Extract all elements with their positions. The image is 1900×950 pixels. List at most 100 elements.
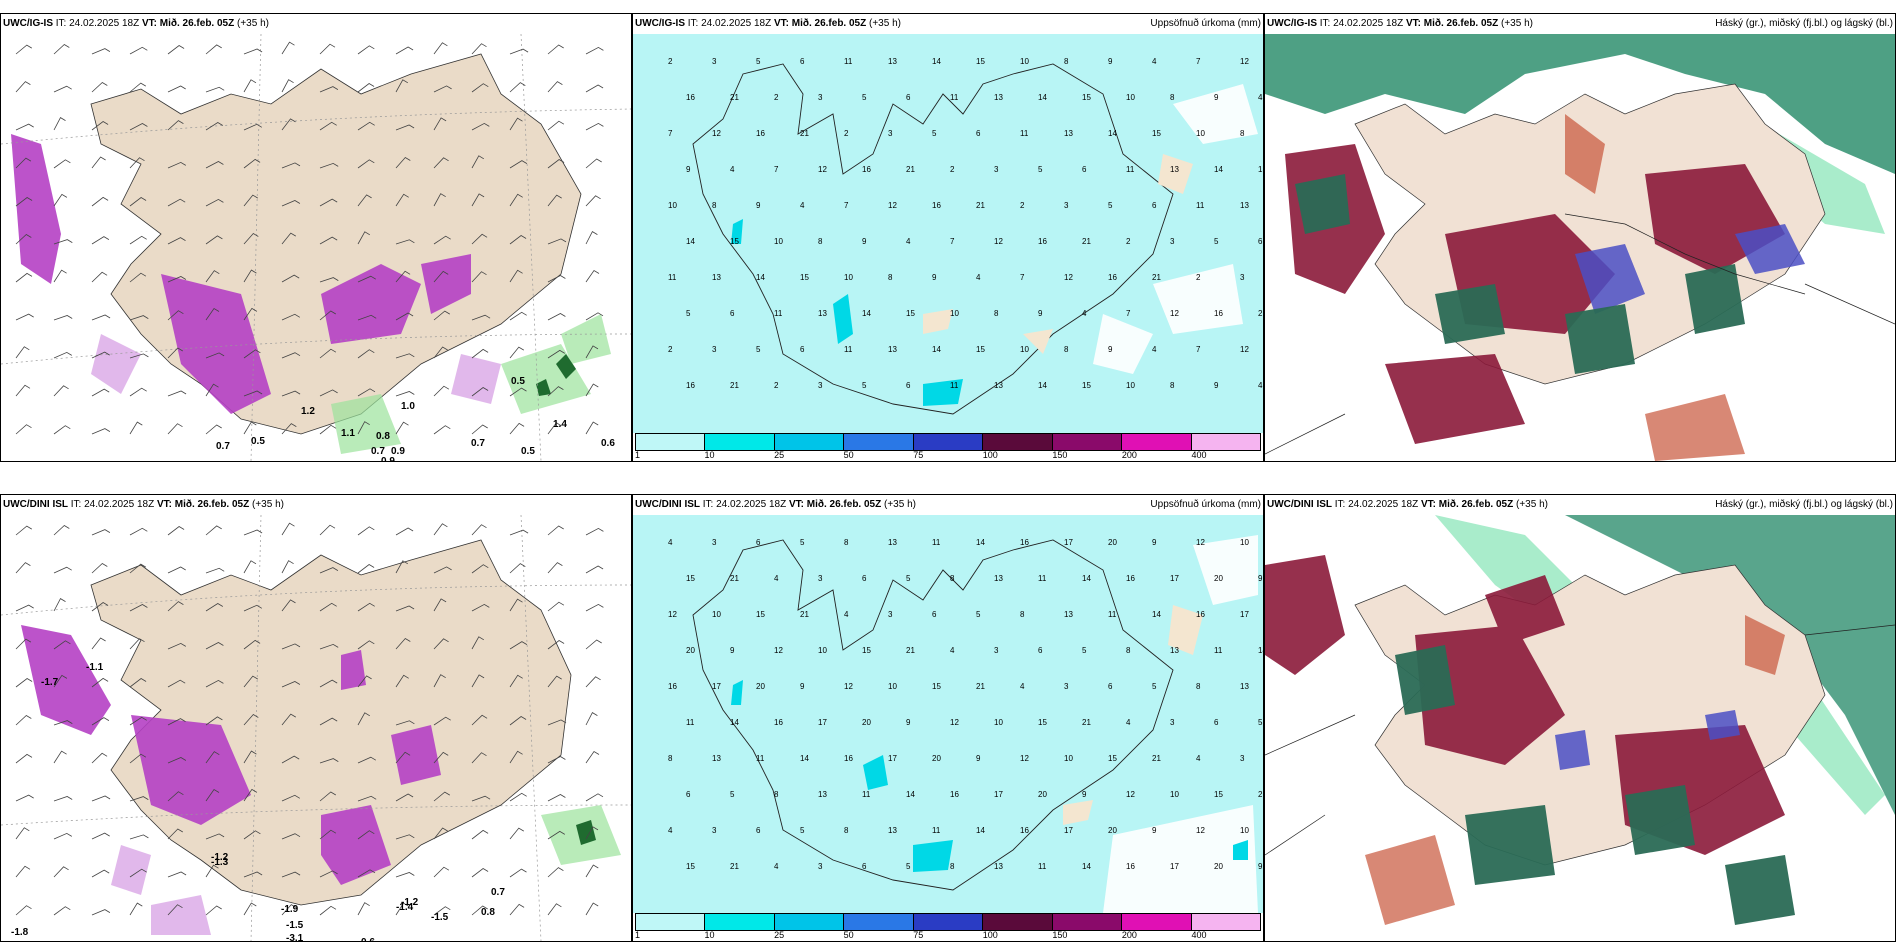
precip-value-label: 21 (730, 862, 739, 871)
colorbar-label: 400 (1191, 450, 1207, 460)
model-label: UWC/IG-IS (1267, 18, 1317, 29)
wind-barb (167, 601, 184, 612)
wind-barb (167, 120, 184, 131)
model-label: UWC/IG-IS (635, 18, 685, 29)
precip-value-label: 3 (712, 538, 717, 547)
precip-value-label: 10 (818, 646, 827, 655)
temp-value-label: -1.5 (431, 912, 449, 923)
wind-barb (585, 639, 602, 650)
wind-barb (547, 81, 563, 93)
colorbar-boxes (635, 433, 1261, 451)
wind-barb (509, 827, 525, 840)
precip-value-label: 3 (818, 862, 823, 871)
wind-barb (547, 903, 562, 916)
colorbar-labels: 1 10 25 50 75 100 150 200 400 (635, 450, 1261, 461)
precip-value-label: 5 (906, 862, 911, 871)
wind-barb (471, 424, 488, 435)
wind-barb (129, 604, 148, 612)
precip-value-label: 16 (668, 682, 677, 691)
wind-barb (91, 795, 111, 802)
precip-value-label: 5 (800, 538, 805, 547)
wind-barb (129, 796, 149, 802)
wind-barb (509, 235, 527, 245)
wind-barb (167, 566, 186, 574)
temp-value-label: 1.4 (553, 419, 567, 430)
precip-value-label: 11 (756, 754, 765, 763)
temp-value-label: -3.1 (286, 933, 304, 941)
white-patches (1093, 84, 1258, 374)
wind-barb (205, 122, 224, 131)
precip-value-label: 16 (686, 381, 695, 390)
precip-value-label: 3 (712, 57, 717, 66)
wind-barb (281, 423, 297, 435)
wind-barb (129, 272, 147, 283)
precip-value-label: 6 (756, 826, 761, 835)
wind-barb (319, 162, 339, 169)
precip-value-label: 5 (1152, 682, 1157, 691)
wind-barb (395, 605, 415, 612)
mid-cloud-blue (1555, 710, 1740, 770)
wind-barb (585, 46, 604, 55)
wind-barb (243, 123, 263, 131)
wind-barb (471, 524, 487, 536)
precip-value-label: 20 (686, 646, 695, 655)
precip-value-label: 9 (976, 754, 981, 763)
temp-value-label: 0.9 (391, 446, 405, 457)
colorbar-box (774, 434, 845, 450)
wind-barb (91, 82, 108, 93)
wind-barb (91, 832, 110, 840)
wind-barb (319, 870, 338, 878)
precip-value-label: 16 (1196, 610, 1205, 619)
precip-value-label: 16 (932, 201, 941, 210)
wind-barb (357, 349, 375, 359)
precip-value-label: 8 (950, 574, 955, 583)
precip-value-label: 14 (932, 57, 941, 66)
wind-barb (167, 45, 185, 55)
precip-value-label: 20 (862, 718, 871, 727)
precip-value-label: 13 (888, 345, 897, 354)
precip-value-label: 10 (1170, 790, 1179, 799)
wind-barb (91, 196, 109, 207)
wind-barb (15, 794, 34, 802)
wind-barb (53, 425, 71, 435)
wind-barb (395, 560, 409, 574)
precip-value-label: 10 (950, 309, 959, 318)
wind-barb (319, 277, 339, 283)
wind-barb (547, 120, 565, 131)
wind-barb (433, 674, 446, 688)
precip-value-label: 9 (1108, 345, 1113, 354)
low-cloud-red (1265, 555, 1785, 855)
wind-barb (585, 269, 600, 283)
precip-value-label: 5 (1258, 718, 1263, 727)
precip-value-label: 5 (1108, 201, 1113, 210)
wind-barb (319, 524, 336, 536)
wind-barb (319, 348, 337, 359)
wind-barb (243, 79, 257, 93)
wind-barb (53, 44, 70, 55)
precip-value-label: 4 (1196, 754, 1201, 763)
temp-value-label: 0.9 (381, 456, 395, 461)
wind-barb (585, 312, 604, 321)
precip-value-label: 9 (800, 682, 805, 691)
precip-value-label: 8 (888, 273, 893, 282)
wind-barb (129, 123, 148, 131)
wind-barb (129, 197, 147, 207)
temp-value-label: 0.7 (491, 887, 505, 898)
wind-barb (509, 716, 527, 726)
precip-value-label: 10 (774, 237, 783, 246)
wind-barb (205, 788, 220, 802)
wind-barb (281, 352, 301, 359)
wind-barb (585, 383, 599, 397)
precip-value-label: 10 (888, 682, 897, 691)
precip-value-label: 3 (888, 129, 893, 138)
wind-barb (53, 640, 71, 650)
precip-value-label: 12 (1170, 309, 1179, 318)
wind-barb (509, 269, 523, 283)
wind-barb (15, 313, 34, 321)
wind-barb (509, 160, 528, 169)
cloud-map-svg-2 (1265, 515, 1895, 941)
precip-value-label: 9 (906, 718, 911, 727)
temp-value-label: 0.5 (521, 446, 535, 457)
precip-value-label: 16 (1126, 574, 1135, 583)
precip-value-label: 6 (976, 129, 981, 138)
